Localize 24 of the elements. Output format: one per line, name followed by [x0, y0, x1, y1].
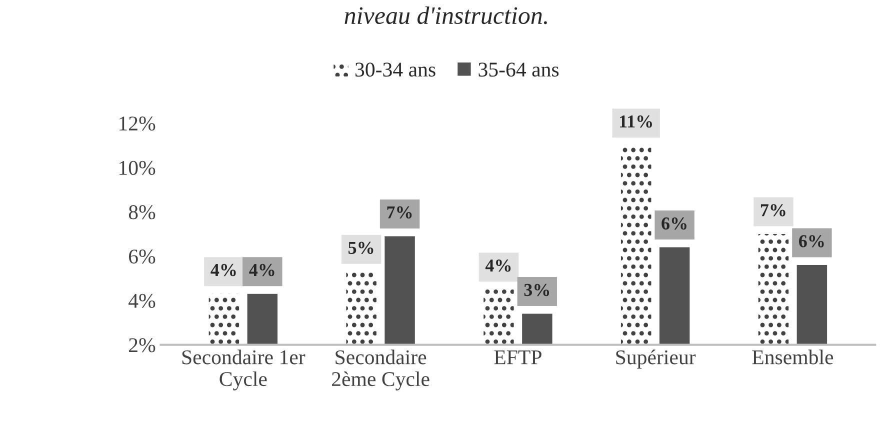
data-label: 4%: [210, 264, 236, 276]
y-tick-label: 12%: [120, 116, 156, 131]
x-tick-label: Ensemble: [752, 350, 834, 364]
legend-label: 35-64 ans: [478, 62, 559, 77]
data-label: 6%: [799, 235, 824, 248]
y-tick-label: 8%: [128, 205, 156, 220]
y-tick-label: 2%: [129, 338, 156, 352]
y-tick-label: 6%: [129, 250, 156, 264]
data-label: 3%: [524, 284, 550, 296]
x-tick-label: Secondaire 1er Cycle: [182, 350, 306, 390]
x-tick-label: Secondaire 2ème Cycle: [332, 350, 430, 390]
chart-title: niveau d'instruction.: [344, 6, 547, 24]
data-label: 6%: [662, 217, 686, 230]
x-tick-label: Supérieur: [616, 350, 696, 369]
data-label: 5%: [348, 242, 374, 254]
data-label: 11%: [620, 115, 652, 128]
x-tick-label: EFTP: [494, 350, 542, 364]
data-label: 7%: [760, 204, 786, 216]
data-label: 7%: [387, 206, 412, 219]
legend-label: 30-34 ans: [355, 62, 436, 77]
data-label: 4%: [485, 260, 511, 272]
y-tick-label: 4%: [128, 294, 156, 308]
y-tick-label: 10%: [120, 160, 156, 175]
data-label: 4%: [249, 264, 274, 276]
